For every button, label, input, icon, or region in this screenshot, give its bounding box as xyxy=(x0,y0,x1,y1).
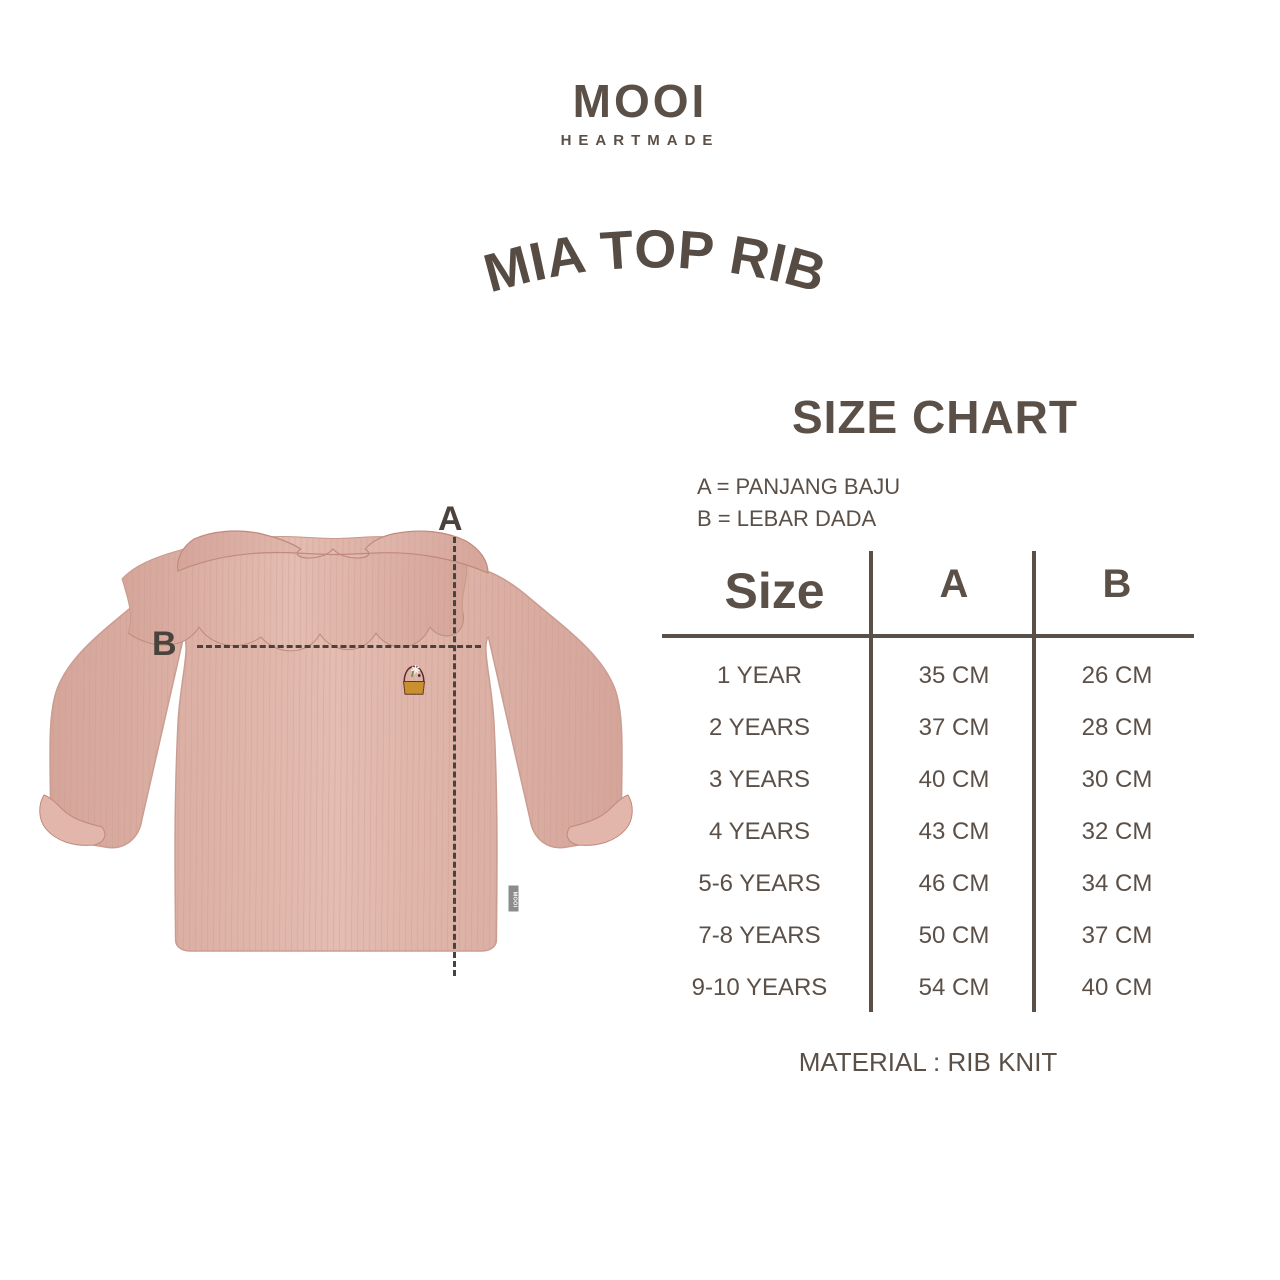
svg-text:MOOI: MOOI xyxy=(512,892,518,908)
